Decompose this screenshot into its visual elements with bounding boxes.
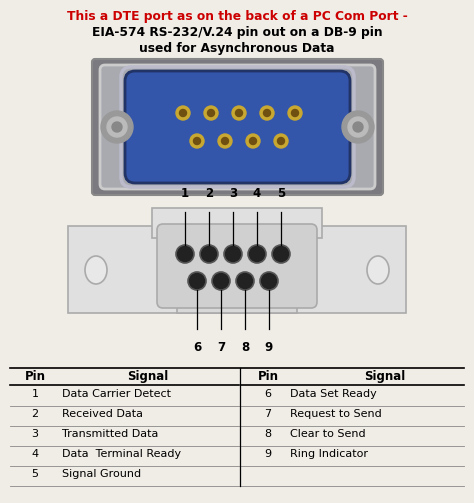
Text: 4: 4 [253,187,261,200]
Circle shape [208,110,215,117]
Text: 9: 9 [264,449,272,459]
Bar [177,291,297,313]
Text: Signal: Signal [365,370,406,383]
Text: used for Asynchronous Data: used for Asynchronous Data [139,42,335,55]
Circle shape [107,117,127,137]
Text: Pin: Pin [257,370,279,383]
Text: 7: 7 [217,341,225,354]
Text: 8: 8 [241,341,249,354]
Circle shape [188,272,206,290]
Text: 5: 5 [31,469,38,479]
Circle shape [221,137,228,144]
Text: This a DTE port as on the back of a PC Com Port -: This a DTE port as on the back of a PC C… [67,10,407,23]
Circle shape [264,110,271,117]
Text: 3: 3 [229,187,237,200]
Text: 8: 8 [264,429,272,439]
Text: 1: 1 [181,187,189,200]
Bar [152,208,322,238]
Text: 7: 7 [264,409,272,419]
Circle shape [176,245,194,263]
Text: 6: 6 [264,389,272,399]
Text: 2: 2 [31,409,38,419]
Circle shape [348,117,368,137]
Ellipse shape [367,256,389,284]
Circle shape [190,134,204,148]
Text: Data Set Ready: Data Set Ready [290,389,377,399]
FancyBboxPatch shape [92,59,383,195]
Text: Data Carrier Detect: Data Carrier Detect [62,389,171,399]
Circle shape [342,111,374,143]
Text: Received Data: Received Data [62,409,143,419]
Circle shape [232,106,246,120]
Circle shape [176,106,190,120]
FancyBboxPatch shape [157,224,317,308]
Text: Signal: Signal [128,370,169,383]
Text: Signal Ground: Signal Ground [62,469,141,479]
Circle shape [212,272,230,290]
Circle shape [101,111,133,143]
Circle shape [292,110,299,117]
Circle shape [248,245,266,263]
Text: Data  Terminal Ready: Data Terminal Ready [62,449,181,459]
Text: 3: 3 [31,429,38,439]
Circle shape [180,110,186,117]
Ellipse shape [85,256,107,284]
Circle shape [260,272,278,290]
Circle shape [246,134,260,148]
Text: Clear to Send: Clear to Send [290,429,365,439]
Circle shape [112,122,122,132]
Circle shape [274,134,288,148]
Text: 1: 1 [31,389,38,399]
Circle shape [218,134,232,148]
Circle shape [193,137,201,144]
Text: 5: 5 [277,187,285,200]
Circle shape [236,272,254,290]
Circle shape [260,106,274,120]
Circle shape [236,110,243,117]
Circle shape [224,245,242,263]
Text: 9: 9 [265,341,273,354]
Circle shape [204,106,218,120]
Text: Pin: Pin [25,370,46,383]
Text: Transmitted Data: Transmitted Data [62,429,158,439]
Circle shape [353,122,363,132]
Text: 6: 6 [193,341,201,354]
Text: EIA-574 RS-232/V.24 pin out on a DB-9 pin: EIA-574 RS-232/V.24 pin out on a DB-9 pi… [91,26,383,39]
Circle shape [200,245,218,263]
Text: 4: 4 [31,449,38,459]
Circle shape [288,106,302,120]
Text: Ring Indicator: Ring Indicator [290,449,368,459]
Circle shape [249,137,256,144]
FancyBboxPatch shape [125,71,350,183]
Text: Request to Send: Request to Send [290,409,382,419]
Text: 2: 2 [205,187,213,200]
FancyBboxPatch shape [100,65,375,189]
Bar [68,226,406,313]
Circle shape [272,245,290,263]
Circle shape [277,137,284,144]
